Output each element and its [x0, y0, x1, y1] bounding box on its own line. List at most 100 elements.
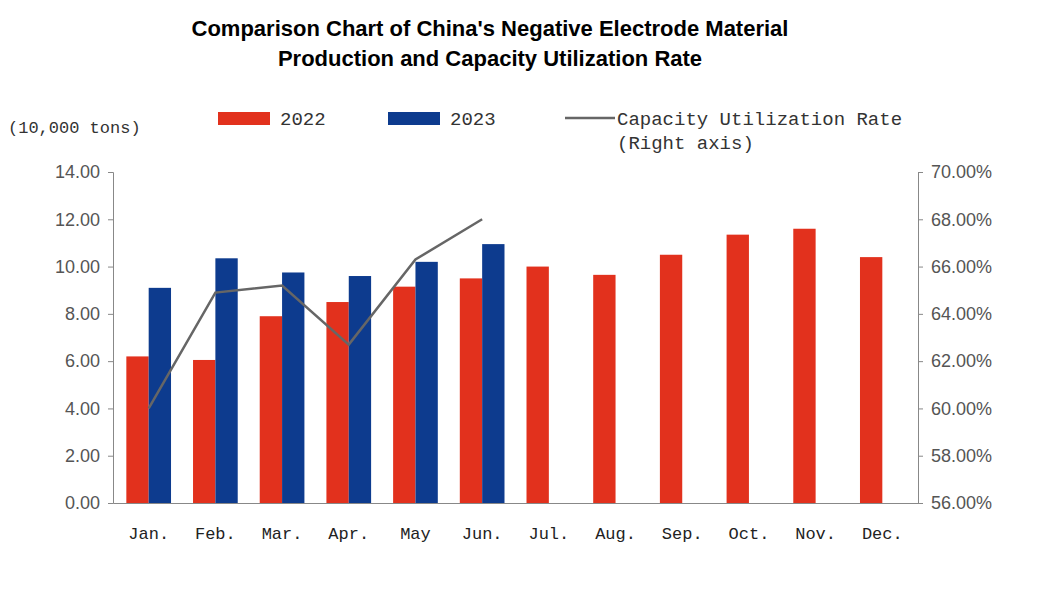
- bar: [215, 258, 237, 503]
- tick-mark: [108, 172, 113, 173]
- bar: [482, 244, 504, 503]
- tick-mark: [108, 503, 113, 504]
- tick: 60.00%: [918, 399, 992, 419]
- tick-label: Feb.: [195, 525, 236, 544]
- tick-label: 62.00%: [931, 351, 992, 371]
- tick-label: Oct.: [729, 525, 770, 544]
- tick: 58.00%: [918, 446, 992, 466]
- legend-label: Capacity Utilization Rate(Right axis): [617, 109, 902, 155]
- tick: 56.00%: [918, 493, 992, 513]
- tick: 4.00: [65, 399, 113, 419]
- tick: Jun.: [462, 525, 503, 544]
- tick: 62.00%: [918, 351, 992, 371]
- tick: 0.00: [65, 493, 113, 513]
- tick-mark: [918, 408, 923, 409]
- tick: 10.00: [55, 257, 113, 277]
- legend-swatch: [218, 112, 270, 125]
- tick-mark: [918, 219, 923, 220]
- tick: 2.00: [65, 446, 113, 466]
- axis-line: [114, 503, 919, 504]
- tick: 70.00%: [918, 162, 992, 182]
- bar: [126, 356, 148, 503]
- legend-swatch: [565, 117, 615, 120]
- tick-label: 66.00%: [931, 257, 992, 277]
- title-line: Production and Capacity Utilization Rate: [278, 46, 702, 71]
- line: [149, 219, 482, 408]
- tick-mark: [918, 267, 923, 268]
- tick-mark: [108, 361, 113, 362]
- bar: [193, 360, 215, 503]
- axis-line: [919, 173, 924, 504]
- bar: [393, 287, 415, 503]
- tick: Sep.: [662, 525, 703, 544]
- bar: [260, 316, 282, 503]
- tick-mark: [108, 267, 113, 268]
- tick: Oct.: [729, 525, 770, 544]
- tick-label: Aug.: [595, 525, 636, 544]
- tick: Dec.: [862, 525, 903, 544]
- tick: Jan.: [128, 525, 169, 544]
- legend-item: 2023: [388, 109, 496, 131]
- tick-label: 70.00%: [931, 162, 992, 182]
- bar: [593, 275, 615, 503]
- bar: [326, 302, 348, 503]
- tick-label: 8.00: [65, 304, 100, 324]
- tick-mark: [918, 456, 923, 457]
- tick-label: 10.00: [55, 257, 100, 277]
- bar: [460, 278, 482, 503]
- tick-mark: [918, 503, 923, 504]
- tick-label: 0.00: [65, 493, 100, 513]
- tick-label: Jan.: [128, 525, 169, 544]
- tick-label: Apr.: [328, 525, 369, 544]
- tick-label: Mar.: [262, 525, 303, 544]
- tick: 66.00%: [918, 257, 992, 277]
- bar: [860, 257, 882, 503]
- tick-label: May: [400, 525, 431, 544]
- tick: 68.00%: [918, 210, 992, 230]
- tick: 6.00: [65, 351, 113, 371]
- bar: [660, 255, 682, 503]
- tick-mark: [918, 172, 923, 173]
- tick: Feb.: [195, 525, 236, 544]
- title: Comparison Chart of China's Negative Ele…: [192, 16, 789, 71]
- tick: 8.00: [65, 304, 113, 324]
- tick-label: Nov.: [795, 525, 836, 544]
- tick-mark: [108, 314, 113, 315]
- legend-swatch: [388, 112, 440, 125]
- tick-label: 4.00: [65, 399, 100, 419]
- tick-label: 68.00%: [931, 210, 992, 230]
- bar: [149, 288, 171, 503]
- legend-label-line: 2023: [450, 109, 496, 131]
- legend-label-line: Capacity Utilization Rate: [617, 109, 902, 131]
- plot-area: [126, 219, 882, 503]
- tick-label: 60.00%: [931, 399, 992, 419]
- tick-label: Jul.: [528, 525, 569, 544]
- tick-label: Dec.: [862, 525, 903, 544]
- y-axis: 0.00 2.00 4.00 6.00 8.00 10.00 12.00 14.00: [55, 162, 114, 513]
- bar: [349, 276, 371, 503]
- tick-label: 58.00%: [931, 446, 992, 466]
- legend-item: Capacity Utilization Rate(Right axis): [565, 109, 902, 155]
- tick: Mar.: [262, 525, 303, 544]
- chart: Comparison Chart of China's Negative Ele…: [0, 0, 1044, 590]
- tick: 12.00: [55, 210, 113, 230]
- tick: May: [400, 525, 431, 544]
- tick: 64.00%: [918, 304, 992, 324]
- legend-label-line: 2022: [280, 109, 326, 131]
- bar: [527, 267, 549, 503]
- tick-label: 14.00: [55, 162, 100, 182]
- y2-axis: 56.00% 58.00% 60.00% 62.00% 64.00% 66.00% 68.0…: [918, 162, 992, 513]
- tick-label: 56.00%: [931, 493, 992, 513]
- tick: Jul.: [528, 525, 569, 544]
- tick-mark: [918, 361, 923, 362]
- tick-label: 6.00: [65, 351, 100, 371]
- legend-label-line: (Right axis): [617, 133, 754, 155]
- legend-label: 2022: [280, 109, 326, 131]
- tick: Apr.: [328, 525, 369, 544]
- tick: Aug.: [595, 525, 636, 544]
- axis-line: [108, 173, 114, 504]
- x-axis: Jan. Feb. Mar. Apr. May Jun. Jul. Aug. Sep. Oct. N…: [114, 504, 919, 545]
- tick-label: 64.00%: [931, 304, 992, 324]
- y-axis-title: (10,000 tons): [8, 119, 141, 138]
- legend-item: 2022: [218, 109, 326, 131]
